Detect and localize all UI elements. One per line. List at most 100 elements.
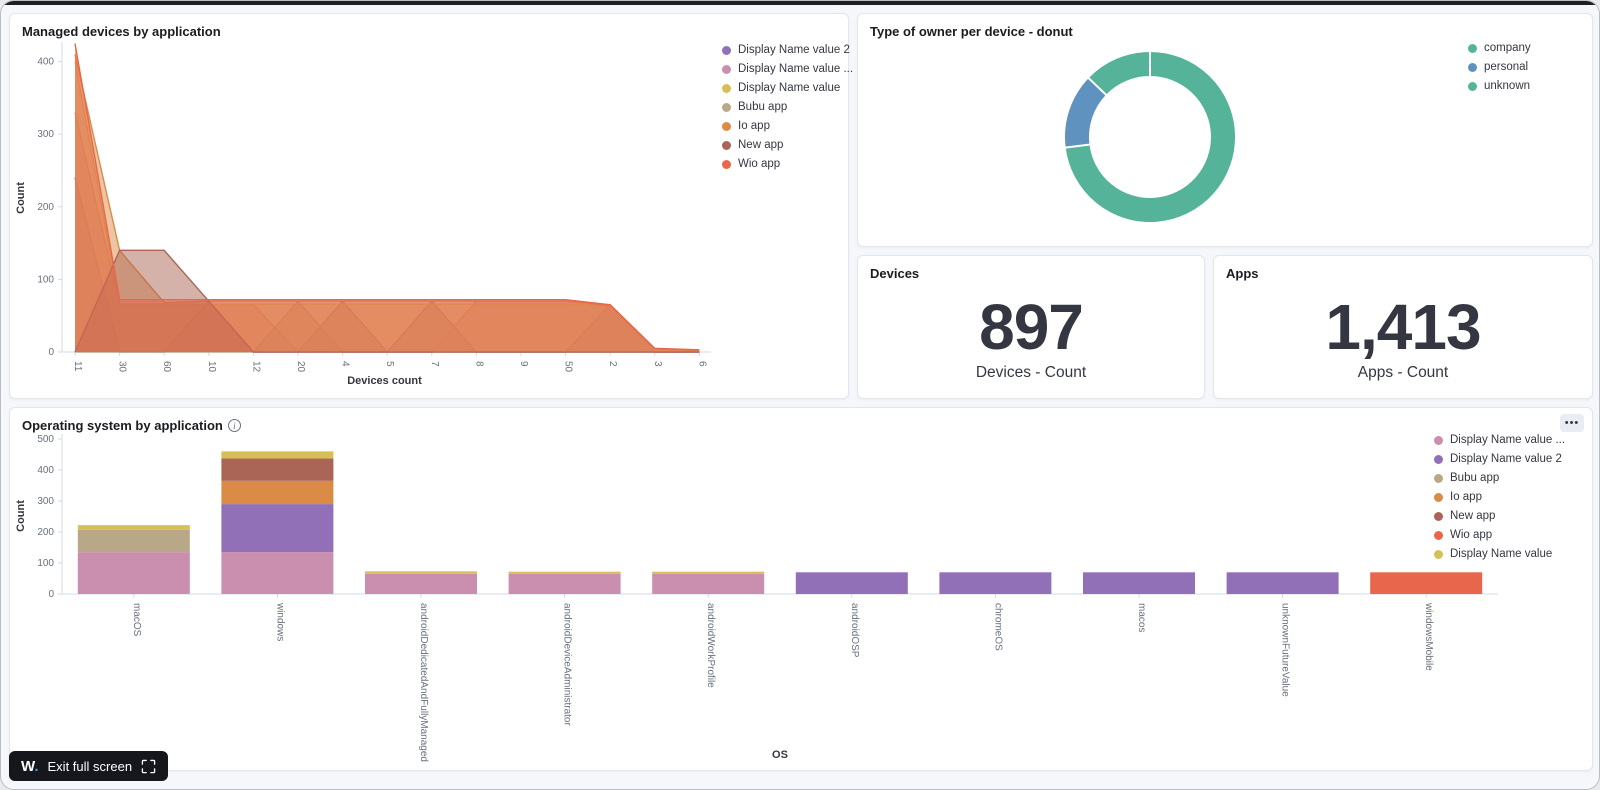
legend-dot-icon: [722, 45, 731, 55]
os-by-application-bar-chart: 0 100 200 300 400 500 macOS windows androidDedic…: [15, 434, 1498, 762]
panel-options-button[interactable]: •••: [1560, 414, 1584, 432]
legend-item-bubu-app[interactable]: Bubu app: [722, 101, 853, 113]
legend-label: Display Name value 2: [1450, 453, 1562, 465]
bar-segment-windows-display-name-value-2[interactable]: [221, 504, 334, 553]
legend-label: company: [1484, 42, 1531, 54]
legend-item-wio-app[interactable]: Wio app: [1434, 529, 1565, 541]
x-tick-label: 60: [161, 361, 172, 373]
legend-label: Display Name value: [738, 82, 841, 94]
panel-title-owner-donut: Type of owner per device - donut: [870, 24, 1073, 39]
bar-segment-windows-display-name-value[interactable]: [221, 552, 334, 594]
exit-fullscreen-label: Exit full screen: [47, 758, 133, 774]
legend-dot-icon: [1434, 511, 1443, 521]
bar-segment-androiddedicatedandfullymanaged-display-name-value[interactable]: [365, 571, 477, 574]
legend-item-display-name-value[interactable]: Display Name value: [722, 82, 853, 94]
legend-item-display-name-value[interactable]: Display Name value: [1434, 548, 1565, 560]
legend-dot-icon: [722, 140, 731, 150]
legend-dot-icon: [1434, 454, 1443, 464]
y-tick-label: 400: [37, 465, 54, 476]
bar-segment-macos-display-name-value[interactable]: [77, 552, 190, 594]
x-tick-label: 50: [563, 361, 574, 373]
y-tick-label: 0: [48, 347, 54, 358]
y-tick-label: 200: [37, 202, 54, 213]
panel-owner-donut: Type of owner per device - donut company…: [857, 13, 1593, 247]
bar-segment-androidworkprofile-display-name-value[interactable]: [652, 571, 765, 574]
legend-item-new-app[interactable]: New app: [1434, 510, 1565, 522]
x-tick-label: 9: [518, 361, 529, 367]
legend-label: personal: [1484, 61, 1529, 73]
bar-segment-androidosp-display-name-value-2[interactable]: [795, 572, 908, 594]
legend-item-company[interactable]: company: [1468, 42, 1531, 54]
bar-segment-androiddedicatedandfullymanaged-display-name-value[interactable]: [365, 573, 477, 594]
devices-count-value: 897: [979, 291, 1084, 363]
apps-count-label: Apps - Count: [1357, 364, 1449, 381]
bar-segment-unknownfuturevalue-display-name-value-2[interactable]: [1226, 572, 1339, 594]
x-tick-label: 12: [250, 361, 261, 373]
legend-item-io-app[interactable]: Io app: [1434, 491, 1565, 503]
y-tick-label: 500: [37, 434, 54, 445]
legend-label: Bubu app: [1450, 472, 1500, 484]
donut-slice-unknown[interactable]: [1086, 50, 1151, 97]
panel-title-os-by-application: Operating system by application i: [22, 418, 241, 433]
legend-item-display-name-value[interactable]: Display Name value ...: [1434, 434, 1565, 446]
legend-dot-icon: [722, 121, 731, 131]
y-tick-label: 300: [37, 496, 54, 507]
bar-segment-androiddeviceadministrator-display-name-value[interactable]: [508, 571, 621, 574]
legend-item-display-name-value[interactable]: Display Name value ...: [722, 63, 853, 75]
apps-count-value: 1,413: [1325, 291, 1481, 363]
legend-item-io-app[interactable]: Io app: [722, 120, 853, 132]
donut-slice-company[interactable]: [1063, 50, 1237, 224]
bar-segment-macos-bubu-app[interactable]: [77, 529, 190, 553]
panel-title-apps: Apps: [1226, 266, 1259, 281]
devices-count-label: Devices - Count: [975, 364, 1087, 381]
legend-dot-icon: [1434, 530, 1443, 540]
x-tick-label: androidDedicatedAndFullyManaged: [418, 603, 429, 762]
window-top-edge: [1, 1, 1599, 5]
area-chart-legend: Display Name value 2 Display Name value .…: [722, 44, 853, 170]
y-tick-label: 400: [37, 57, 54, 68]
legend-label: Display Name value: [1450, 548, 1553, 560]
y-tick-label: 100: [37, 274, 54, 285]
legend-item-wio-app[interactable]: Wio app: [722, 158, 853, 170]
legend-item-unknown[interactable]: unknown: [1468, 80, 1531, 92]
bar-segment-macos-display-name-value-2[interactable]: [1083, 572, 1195, 594]
area-series-line-wio-app: [74, 43, 700, 351]
bar-segment-macos-display-name-value[interactable]: [77, 525, 190, 530]
legend-dot-icon: [722, 102, 731, 112]
x-tick-label: 11: [72, 361, 83, 372]
area-series-wio-app[interactable]: [75, 43, 700, 352]
legend-item-display-name-value-2[interactable]: Display Name value 2: [722, 44, 853, 56]
legend-label: Wio app: [738, 158, 781, 170]
bar-segment-chromeos-display-name-value-2[interactable]: [939, 572, 1052, 594]
y-tick-label: 0: [48, 589, 54, 600]
x-tick-label: 10: [206, 361, 217, 373]
bar-segment-windowsmobile-wio-app[interactable]: [1370, 572, 1483, 594]
legend-dot-icon: [1434, 492, 1443, 502]
x-tick-label: 8: [473, 361, 484, 367]
bar-segment-windows-display-name-value[interactable]: [221, 451, 334, 459]
panel-title-devices: Devices: [870, 266, 920, 281]
info-icon[interactable]: i: [227, 419, 241, 432]
legend-item-new-app[interactable]: New app: [722, 139, 853, 151]
x-tick-label: 30: [117, 361, 128, 373]
x-tick-label: macos: [1136, 603, 1147, 632]
legend-label: New app: [1450, 510, 1496, 522]
bar-segment-windows-io-app[interactable]: [221, 480, 334, 505]
exit-fullscreen-button[interactable]: W. Exit full screen: [9, 751, 169, 781]
legend-item-bubu-app[interactable]: Bubu app: [1434, 472, 1565, 484]
x-tick-label: 20: [295, 361, 306, 373]
legend-dot-icon: [1468, 81, 1477, 91]
x-tick-label: windowsMobile: [1423, 602, 1434, 671]
bar-segment-androidworkprofile-display-name-value[interactable]: [652, 573, 765, 594]
legend-label: Io app: [1450, 491, 1482, 503]
y-tick-label: 200: [37, 527, 54, 538]
x-axis-title: OS: [772, 749, 788, 761]
y-axis-title: Count: [15, 182, 27, 214]
legend-item-personal[interactable]: personal: [1468, 61, 1531, 73]
logo-dot: .: [34, 757, 39, 775]
bar-segment-windows-new-app[interactable]: [221, 458, 334, 481]
bar-segment-androiddeviceadministrator-display-name-value[interactable]: [508, 573, 621, 594]
legend-item-display-name-value-2[interactable]: Display Name value 2: [1434, 453, 1565, 465]
x-tick-label: unknownFutureValue: [1280, 603, 1291, 697]
